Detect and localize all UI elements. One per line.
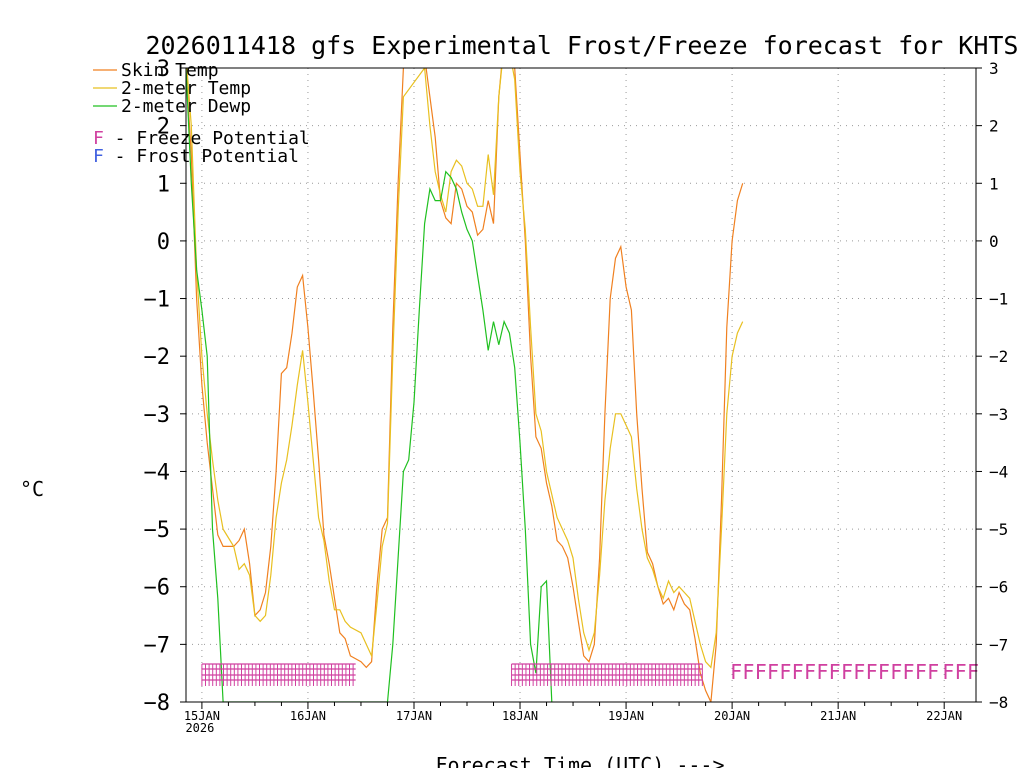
y-tick-label-right: −5 bbox=[989, 520, 1008, 539]
grid bbox=[186, 68, 976, 702]
y-tick-label: −3 bbox=[144, 403, 171, 428]
y-tick-label: 2 bbox=[157, 115, 170, 140]
legend-label: Skin Temp bbox=[121, 60, 219, 81]
y-axis: 3 3 2 2 1 1 0 0 −1 −1 −2 −2 −3 −3 −4 −4 −5 −5 −6 −6 −7 −7 −8 −8 bbox=[144, 57, 1009, 716]
series-layer bbox=[186, 68, 744, 702]
y-tick-label: 3 bbox=[157, 57, 170, 82]
y-tick-label-right: −6 bbox=[989, 578, 1008, 597]
legend-label: 2-meter Dewp bbox=[121, 96, 251, 117]
freeze-marker-text: FFFFFFFFFFFFFFFFF bbox=[730, 660, 939, 684]
y-tick-label: −6 bbox=[144, 576, 171, 601]
freeze-marker-row bbox=[201, 663, 356, 675]
y-tick-label: 0 bbox=[157, 230, 170, 255]
freeze-marker-row bbox=[511, 663, 703, 675]
y-tick-label: −8 bbox=[144, 691, 171, 716]
x-tick-label: 19JAN bbox=[608, 709, 644, 723]
x-tick-label: 18JAN bbox=[502, 709, 538, 723]
legend-label: F - Frost Potential bbox=[93, 146, 299, 167]
freeze-marker-text: FFF bbox=[942, 660, 979, 684]
y-tick-label: −7 bbox=[144, 633, 171, 658]
legend-label: F - Freeze Potential bbox=[93, 128, 310, 149]
legend-label: 2-meter Temp bbox=[121, 78, 251, 99]
y-tick-label: −1 bbox=[144, 288, 171, 313]
y-tick-label: −4 bbox=[144, 460, 171, 485]
series-2-meter-temp bbox=[186, 68, 744, 669]
y-tick-label-right: −2 bbox=[989, 347, 1008, 366]
chart-title: 2026011418 gfs Experimental Frost/Freeze… bbox=[146, 31, 1019, 60]
y-tick-label: 1 bbox=[157, 172, 170, 197]
y-tick-label-right: 3 bbox=[989, 59, 999, 78]
y-tick-label: −2 bbox=[144, 345, 171, 370]
y-tick-label-right: −3 bbox=[989, 405, 1008, 424]
plot-frame bbox=[185, 67, 977, 703]
y-tick-label-right: 0 bbox=[989, 232, 999, 251]
y-tick-label: −5 bbox=[144, 518, 171, 543]
y-tick-label-right: −1 bbox=[989, 290, 1008, 309]
x-tick-label: 22JAN bbox=[926, 709, 962, 723]
x-tick-label: 15JAN bbox=[184, 709, 220, 723]
x-tick-sublabel: 2026 bbox=[185, 721, 214, 735]
x-tick-label: 20JAN bbox=[714, 709, 750, 723]
series-skin-temp bbox=[186, 68, 744, 702]
freeze-marker-row bbox=[201, 674, 356, 686]
y-tick-label-right: −4 bbox=[989, 462, 1008, 481]
x-tick-label: 17JAN bbox=[396, 709, 432, 723]
y-tick-label-right: 2 bbox=[989, 117, 999, 136]
y-tick-label-right: −7 bbox=[989, 635, 1008, 654]
y-axis-label: °C bbox=[20, 477, 44, 501]
x-tick-label: 16JAN bbox=[290, 709, 326, 723]
x-tick-label: 21JAN bbox=[820, 709, 856, 723]
y-tick-label-right: 1 bbox=[989, 174, 999, 193]
series-2-meter-dewp bbox=[186, 68, 553, 702]
x-axis-label: Forecast Time (UTC) ---> bbox=[436, 753, 725, 768]
frost-freeze-markers: FFFFFFFFFFFFFFFFF FFF bbox=[201, 660, 979, 686]
freeze-marker-row bbox=[511, 674, 703, 686]
y-tick-label-right: −8 bbox=[989, 693, 1008, 712]
